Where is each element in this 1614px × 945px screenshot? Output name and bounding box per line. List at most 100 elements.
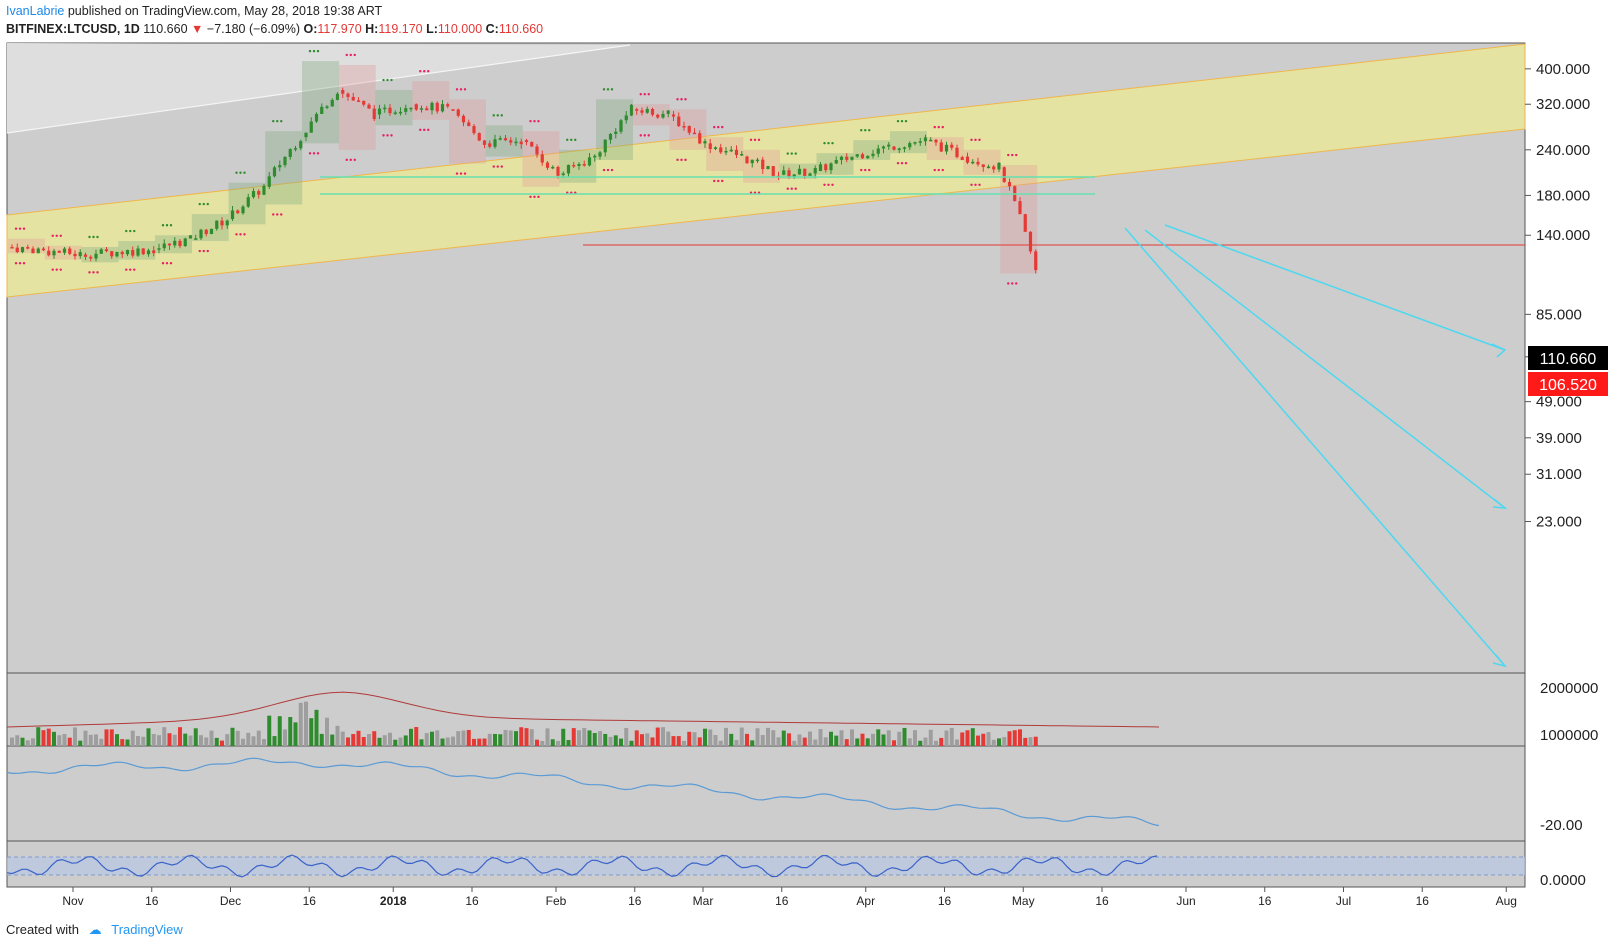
volume-bar: [671, 736, 676, 746]
signal-dot: [382, 78, 385, 82]
signal-dot: [574, 138, 577, 142]
signal-dot: [647, 134, 650, 137]
volume-bar: [314, 709, 319, 746]
signal-dot: [794, 187, 797, 190]
weekly-range-box: [963, 149, 1001, 175]
volume-bar: [482, 738, 487, 746]
candle-body: [31, 248, 35, 254]
candle-body: [272, 167, 277, 177]
last-price-tag-text: 110.660: [1540, 351, 1597, 368]
signal-dot: [827, 141, 830, 145]
time-tick: Jun: [1176, 894, 1195, 908]
volume-bar: [844, 739, 849, 746]
candle-body: [262, 185, 266, 195]
candle-body: [813, 168, 817, 174]
candle-body: [346, 93, 350, 97]
candle-body: [871, 153, 875, 156]
candle-body: [614, 131, 618, 134]
candle-body: [745, 156, 749, 164]
volume-bar: [445, 737, 450, 746]
volume-bar: [524, 728, 529, 746]
candle-body: [824, 164, 828, 171]
signal-dot: [161, 262, 165, 265]
volume-bar: [83, 730, 88, 746]
candle-body: [388, 107, 392, 114]
tradingview-logo-icon[interactable]: ☁: [88, 922, 102, 937]
volume-bar: [608, 736, 613, 746]
volume-bar: [897, 731, 902, 746]
volume-bar: [104, 729, 109, 746]
volume-bar: [372, 731, 377, 746]
signal-dot: [978, 183, 981, 187]
signal-dot: [684, 98, 687, 101]
signal-dot: [125, 229, 128, 233]
volume-bar: [729, 733, 734, 746]
signal-dot: [904, 161, 908, 165]
signal-dot: [1011, 153, 1014, 157]
volume-bar: [430, 731, 434, 746]
volume-bar: [225, 734, 230, 746]
candle-body: [908, 143, 912, 148]
candle-body: [619, 120, 623, 132]
signal-dot: [308, 49, 312, 53]
candle-body: [414, 104, 418, 110]
candle-body: [766, 166, 770, 170]
volume-bar: [367, 734, 371, 746]
volume-bar: [99, 738, 104, 746]
volume-bar: [535, 739, 539, 746]
time-tick: 16: [465, 894, 479, 908]
signal-dot: [753, 138, 757, 142]
volume-bar: [472, 738, 476, 746]
volume-bar: [167, 733, 172, 746]
time-tick: 16: [1095, 894, 1109, 908]
volume-bar: [708, 729, 713, 746]
weekly-range-box: [265, 131, 303, 205]
candle-body: [393, 112, 397, 114]
candle-body: [692, 132, 697, 135]
candle-body: [855, 154, 859, 157]
candle-body: [965, 156, 970, 163]
candle-body: [892, 146, 896, 150]
candle-body: [1007, 181, 1012, 187]
signal-dot: [349, 158, 352, 162]
candle-body: [902, 147, 907, 149]
volume-bar: [398, 737, 403, 746]
candle-body: [377, 108, 382, 115]
volume-bar: [797, 734, 802, 746]
signal-dot: [125, 268, 128, 271]
volume-bar: [624, 727, 629, 746]
volume-bar: [325, 717, 329, 746]
candle-body: [666, 110, 670, 114]
time-axis[interactable]: Nov 16 Dec 16 2018 16 Feb 16 Mar 16 Apr 16 May 16 Jun 1…: [62, 887, 1517, 908]
volume-bar: [970, 728, 975, 746]
candle-body: [808, 173, 812, 176]
candle-body: [598, 152, 602, 157]
volume-bar: [403, 735, 408, 746]
volume-bar: [503, 729, 508, 746]
time-tick: Feb: [546, 894, 567, 908]
signal-dot: [459, 172, 463, 175]
time-tick: 16: [775, 894, 789, 908]
volume-bar: [965, 730, 970, 746]
volume-bar: [634, 730, 639, 746]
signal-dot: [639, 134, 642, 137]
signal-dot: [455, 172, 459, 175]
volume-bar: [262, 739, 266, 746]
candles-group: [8, 49, 1038, 285]
candle-body: [461, 115, 466, 123]
indicator-pane[interactable]: [6, 745, 1526, 842]
last-price-tag: [1528, 346, 1608, 370]
price-axis[interactable]: 400.000 320.000 240.000 180.000 140.000 85.00…: [1525, 61, 1590, 531]
candle-body: [288, 149, 292, 157]
candle-body: [451, 109, 455, 111]
candle-body: [976, 161, 980, 165]
author-link[interactable]: IvanLabrie: [6, 4, 65, 18]
volume-bar: [739, 727, 744, 746]
tradingview-brand[interactable]: TradingView: [111, 922, 183, 937]
volume-bar: [25, 740, 30, 746]
signal-dot: [14, 262, 18, 265]
volume-bar: [928, 729, 933, 746]
volume-bar: [577, 730, 581, 746]
low-label: L:: [426, 22, 438, 36]
